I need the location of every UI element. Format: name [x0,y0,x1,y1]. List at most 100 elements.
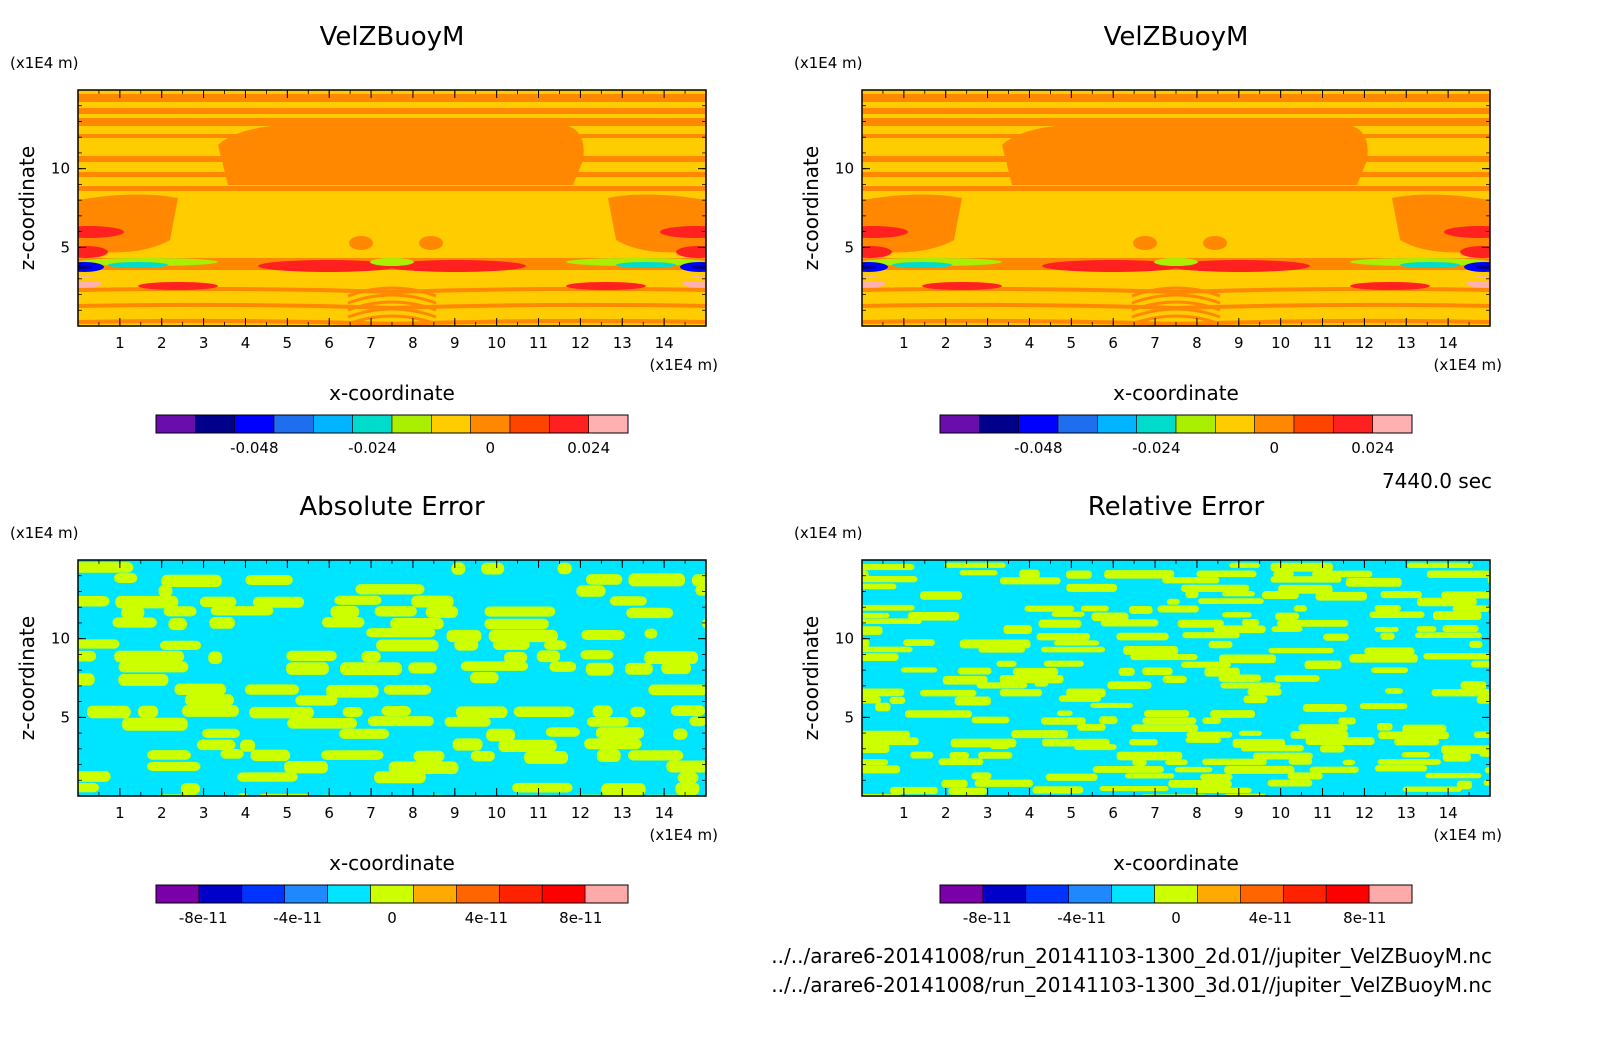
x-tick-label: 5 [1067,334,1077,352]
colorbar-tick-label: -8e-11 [179,909,228,927]
colorbar-tick-label: 0 [387,909,397,927]
x-tick-label: 8 [408,804,418,822]
colorbar-swatch [273,414,314,434]
colorbar-swatch [1240,884,1284,904]
colorbar-tick-label: 4e-11 [465,909,508,927]
y-tick-label: 10 [835,160,854,178]
colorbar-swatch [313,414,353,434]
colorbar-tick-label: 0 [1171,909,1181,927]
colorbar-tick-label: 4e-11 [1249,909,1292,927]
x-tick-label: 10 [487,334,506,352]
colorbar-swatch [370,884,414,904]
colorbar-swatch [588,414,629,434]
x-tick-label: 14 [1439,804,1458,822]
x-tick-label: 4 [1025,334,1035,352]
x-tick-label: 7 [366,334,376,352]
x-axis-label: x-coordinate [329,381,455,405]
x-tick-label: 2 [157,334,167,352]
colorbar-swatch [241,884,286,904]
x-tick-label: 13 [1397,334,1416,352]
x-tick-label: 7 [1150,334,1160,352]
x-tick-label: 11 [1313,804,1332,822]
chart-panel: Relative Error(x1E4 m)1 2 3 4 5 6 7 8 9 10 11 12 13 1… [794,492,1502,927]
y-unit-label: (x1E4 m) [794,54,863,72]
colorbar-swatch [1333,414,1373,434]
colorbar-swatch [155,884,200,904]
x-tick-label: 12 [1355,804,1374,822]
colorbar-tick-label: 0 [1270,439,1280,457]
colorbar-swatch [1175,414,1216,434]
colorbar-tick-label: -0.048 [1014,439,1062,457]
x-tick-label: 10 [487,804,506,822]
colorbar-swatch [979,414,1019,434]
colorbar-swatch [1293,414,1334,434]
colorbar-tick-label: 0 [486,439,496,457]
x-tick-label: 5 [283,334,293,352]
x-tick-label: 12 [571,804,590,822]
y-tick-label: 5 [844,708,854,726]
x-tick-label: 4 [241,804,251,822]
x-unit-label: (x1E4 m) [1433,826,1502,844]
colorbar-swatch [1111,884,1155,904]
x-tick-label: 3 [199,804,209,822]
colorbar-swatch [1025,884,1070,904]
colorbar-swatch [431,414,471,434]
colorbar-swatch [1215,414,1255,434]
colorbar-tick-label: 8e-11 [1343,909,1386,927]
colorbar-tick-label: -4e-11 [1057,909,1106,927]
x-axis-label: x-coordinate [329,851,455,875]
x-tick-label: 13 [613,804,632,822]
y-unit-label: (x1E4 m) [794,524,863,542]
y-tick-label: 10 [51,630,70,648]
colorbar-tick-label: 0.024 [567,439,610,457]
x-tick-label: 8 [408,334,418,352]
colorbar-swatch [413,884,457,904]
x-tick-label: 10 [1271,804,1290,822]
chart-panel: VelZBuoyM(x1E4 m)1 2 3 4 5 6 7 8 9 10 11 12 13 14510(… [10,22,718,457]
y-tick-label: 10 [835,630,854,648]
colorbar-swatch [1154,884,1198,904]
x-tick-label: 13 [613,334,632,352]
colorbar-swatch [470,414,511,434]
x-tick-label: 11 [529,334,548,352]
colorbar-swatch [1018,414,1059,434]
x-tick-label: 5 [1067,804,1077,822]
x-tick-label: 4 [241,334,251,352]
colorbar-swatch [1282,884,1327,904]
x-tick-label: 10 [1271,334,1290,352]
colorbar-swatch [456,884,500,904]
x-tick-label: 6 [324,334,334,352]
colorbar-swatch [939,884,984,904]
colorbar-swatch [234,414,275,434]
colorbar-swatch [1057,414,1098,434]
x-tick-label: 1 [899,804,909,822]
colorbar-tick-label: -4e-11 [273,909,322,927]
chart-title: Relative Error [1088,492,1265,522]
y-axis-label: z-coordinate [15,146,39,270]
x-tick-label: 12 [1355,334,1374,352]
colorbar-swatch [1372,414,1413,434]
colorbar-swatch [195,414,235,434]
y-unit-label: (x1E4 m) [10,524,79,542]
x-tick-label: 4 [1025,804,1035,822]
y-tick-label: 5 [844,238,854,256]
x-tick-label: 8 [1192,334,1202,352]
colorbar-swatch [982,884,1027,904]
file-path-2: ../../arare6-20141008/run_20141103-1300_… [771,973,1492,997]
colorbar-tick-label: 8e-11 [559,909,602,927]
colorbar-swatch [1325,884,1370,904]
x-tick-label: 11 [1313,334,1332,352]
x-axis-label: x-coordinate [1113,381,1239,405]
file-path-1: ../../arare6-20141008/run_20141103-1300_… [771,944,1492,968]
x-tick-label: 9 [1234,334,1244,352]
y-axis-label: z-coordinate [799,146,823,270]
x-tick-label: 13 [1397,804,1416,822]
colorbar: -8e-11 -4e-11 0 4e-11 8e-11 [155,884,629,927]
x-tick-label: 6 [324,804,334,822]
colorbar-swatch [327,884,371,904]
colorbar: -8e-11 -4e-11 0 4e-11 8e-11 [939,884,1413,927]
x-tick-label: 14 [1439,334,1458,352]
x-tick-label: 2 [941,804,951,822]
